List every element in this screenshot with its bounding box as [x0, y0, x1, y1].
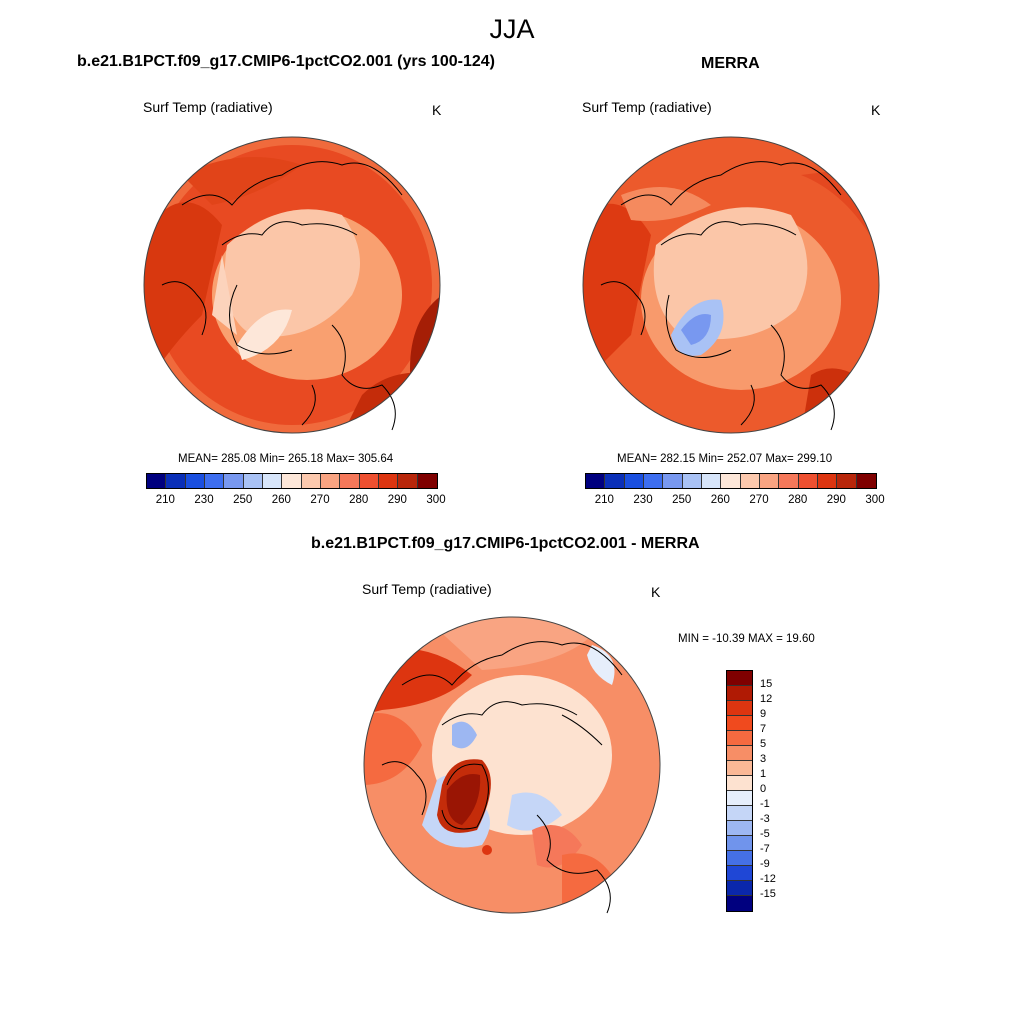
colorbar-swatch	[185, 474, 205, 488]
colorbar-swatch	[727, 836, 752, 851]
colorbar-swatch	[727, 866, 752, 881]
colorbar-swatch	[779, 474, 799, 488]
colorbar-swatch	[320, 474, 341, 488]
panel2-variable: Surf Temp (radiative)	[582, 99, 712, 115]
colorbar-swatch	[727, 746, 752, 761]
colorbar-tick-label: -15	[760, 888, 776, 900]
colorbar-swatch	[417, 474, 437, 488]
colorbar-tick-label: 12	[760, 693, 773, 705]
colorbar-swatch	[663, 474, 683, 488]
colorbar-swatch	[727, 896, 752, 911]
colorbar-tick-label: 210	[594, 494, 614, 506]
colorbar-swatch	[727, 671, 752, 686]
colorbar-tick-label: 230	[194, 494, 214, 506]
colorbar-swatch	[398, 474, 418, 488]
colorbar-tick-label: 270	[310, 494, 330, 506]
colorbar-tick-label: 280	[349, 494, 369, 506]
panel3-units: K	[651, 584, 661, 600]
colorbar-tick-label: 300	[865, 494, 885, 506]
panel2-colorbar	[585, 473, 877, 489]
colorbar-tick-label: -12	[760, 873, 776, 885]
colorbar-swatch	[727, 851, 752, 866]
colorbar-swatch	[605, 474, 625, 488]
colorbar-tick-label: -9	[760, 858, 770, 870]
colorbar-swatch	[643, 474, 664, 488]
colorbar-swatch	[727, 821, 752, 836]
colorbar-tick-label: -5	[760, 828, 770, 840]
colorbar-swatch	[727, 881, 752, 896]
colorbar-swatch	[262, 474, 283, 488]
colorbar-swatch	[727, 776, 752, 791]
colorbar-tick-label: 250	[233, 494, 253, 506]
colorbar-swatch	[586, 474, 606, 488]
colorbar-tick-label: 230	[633, 494, 653, 506]
panel1-title: b.e21.B1PCT.f09_g17.CMIP6-1pctCO2.001 (y…	[77, 53, 495, 70]
colorbar-swatch	[727, 701, 752, 716]
panel2-title: MERRA	[701, 55, 760, 72]
colorbar-tick-label: 210	[155, 494, 175, 506]
colorbar-tick-label: 7	[760, 723, 767, 735]
colorbar-swatch	[243, 474, 263, 488]
colorbar-tick-label: -3	[760, 813, 770, 825]
colorbar-tick-label: 9	[760, 708, 767, 720]
panel1-stats: MEAN= 285.08 Min= 265.18 Max= 305.64	[178, 453, 394, 465]
panel3-stats: MIN = -10.39 MAX = 19.60	[678, 633, 815, 645]
colorbar-tick-label: -1	[760, 798, 770, 810]
colorbar-swatch	[204, 474, 225, 488]
colorbar-tick-label: 260	[271, 494, 291, 506]
colorbar-tick-label: 250	[672, 494, 692, 506]
colorbar-swatch	[166, 474, 186, 488]
panel3-colorbar-ticks: 15 12 9 7 5 3 1 0 -1 -3 -5 -7 -9 -12 -15	[760, 670, 800, 910]
colorbar-tick-label: 300	[426, 494, 446, 506]
figure-title: JJA	[489, 14, 535, 44]
colorbar-tick-label: 270	[749, 494, 769, 506]
colorbar-swatch	[301, 474, 321, 488]
panel3-colorbar	[726, 670, 753, 912]
panel1-colorbar	[146, 473, 438, 489]
colorbar-swatch	[721, 474, 741, 488]
colorbar-swatch	[817, 474, 838, 488]
colorbar-swatch	[727, 731, 752, 746]
panel1-units: K	[432, 102, 442, 118]
panel1-variable: Surf Temp (radiative)	[143, 99, 273, 115]
colorbar-swatch	[359, 474, 379, 488]
colorbar-swatch	[727, 806, 752, 821]
colorbar-swatch	[224, 474, 244, 488]
colorbar-tick-label: 290	[826, 494, 846, 506]
panel2-map	[582, 136, 880, 434]
colorbar-tick-label: 280	[788, 494, 808, 506]
colorbar-swatch	[727, 716, 752, 731]
colorbar-swatch	[682, 474, 702, 488]
panel2-units: K	[871, 102, 881, 118]
colorbar-swatch	[701, 474, 722, 488]
colorbar-swatch	[378, 474, 399, 488]
colorbar-swatch	[727, 686, 752, 701]
colorbar-swatch	[147, 474, 167, 488]
panel2-colorbar-ticks: 210 230 250 260 270 280 290 300	[585, 494, 885, 510]
panel3-variable: Surf Temp (radiative)	[362, 581, 492, 597]
colorbar-swatch	[837, 474, 857, 488]
colorbar-tick-label: 3	[760, 753, 767, 765]
colorbar-swatch	[856, 474, 876, 488]
colorbar-tick-label: 15	[760, 678, 773, 690]
colorbar-tick-label: 5	[760, 738, 767, 750]
colorbar-tick-label: 260	[710, 494, 730, 506]
colorbar-swatch	[282, 474, 302, 488]
colorbar-swatch	[624, 474, 644, 488]
colorbar-tick-label: 290	[387, 494, 407, 506]
panel3-map	[363, 616, 661, 914]
panel1-map	[143, 136, 441, 434]
panel3-title: b.e21.B1PCT.f09_g17.CMIP6-1pctCO2.001 - …	[311, 535, 700, 552]
colorbar-swatch	[759, 474, 780, 488]
colorbar-swatch	[340, 474, 360, 488]
colorbar-tick-label: -7	[760, 843, 770, 855]
colorbar-tick-label: 1	[760, 768, 767, 780]
panel2-stats: MEAN= 282.15 Min= 252.07 Max= 299.10	[617, 453, 833, 465]
colorbar-swatch	[727, 761, 752, 776]
colorbar-swatch	[798, 474, 818, 488]
colorbar-swatch	[727, 791, 752, 806]
colorbar-swatch	[740, 474, 760, 488]
panel1-colorbar-ticks: 210 230 250 260 270 280 290 300	[146, 494, 446, 510]
colorbar-tick-label: 0	[760, 783, 767, 795]
